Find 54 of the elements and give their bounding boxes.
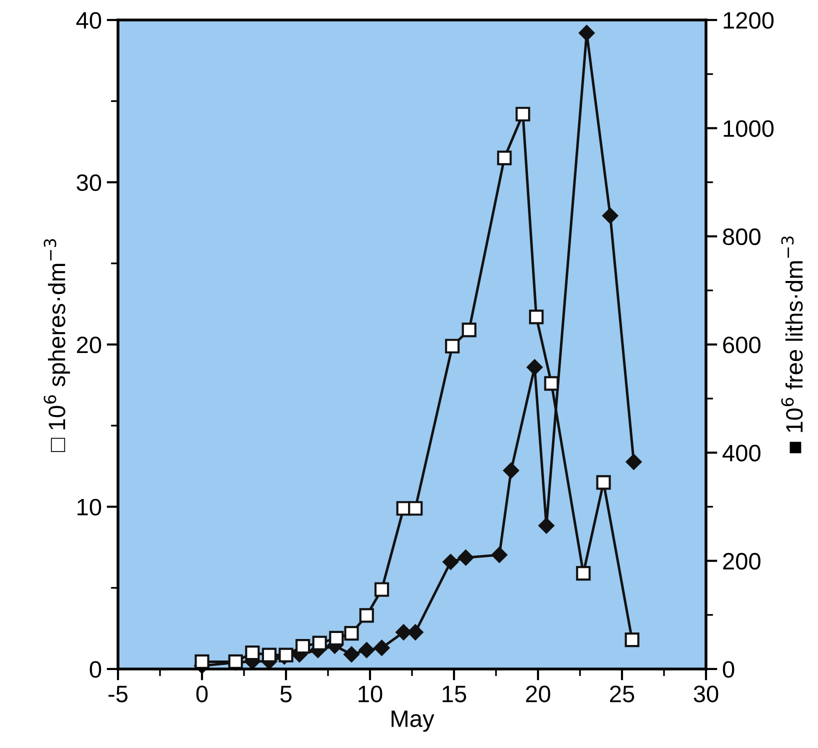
x-axis-title: May bbox=[392, 710, 434, 732]
y2-tick-label: 0 bbox=[722, 661, 734, 678]
point bbox=[544, 376, 559, 391]
y-tick-label: 30 bbox=[76, 174, 102, 192]
x-tick-label: 5 bbox=[280, 686, 292, 702]
x-tick-label: -5 bbox=[108, 686, 128, 702]
point bbox=[503, 462, 520, 478]
y2-tick-label: 800 bbox=[723, 228, 760, 246]
point bbox=[262, 648, 276, 662]
point bbox=[245, 645, 260, 660]
point bbox=[442, 554, 459, 570]
y2-tick-label: 400 bbox=[722, 444, 760, 462]
point bbox=[374, 582, 390, 597]
y2-tick-label: 200 bbox=[723, 552, 760, 570]
y-tick-label: 20 bbox=[76, 336, 102, 354]
point bbox=[359, 608, 374, 623]
point bbox=[329, 630, 344, 646]
point bbox=[458, 550, 474, 566]
point bbox=[538, 518, 554, 534]
point bbox=[602, 208, 618, 224]
x-tick-label: 30 bbox=[694, 686, 718, 702]
y2-tick-label: 1200 bbox=[724, 12, 774, 29]
point bbox=[529, 310, 544, 324]
point bbox=[516, 106, 530, 122]
x-tick-label: 20 bbox=[526, 686, 550, 702]
point bbox=[596, 475, 611, 490]
point bbox=[497, 150, 512, 166]
x-tick-label: 15 bbox=[442, 686, 466, 702]
point bbox=[576, 566, 591, 581]
point bbox=[296, 638, 310, 654]
y-axis-title: □ 10$^{6}$ spheres·dm$^{−3}$ bbox=[44, 239, 70, 452]
point bbox=[344, 646, 360, 662]
x-tick-label: 25 bbox=[610, 686, 634, 702]
x-tick-label: 0 bbox=[196, 686, 208, 702]
point bbox=[626, 454, 642, 470]
y-tick-label: 0 bbox=[90, 661, 102, 678]
point bbox=[374, 640, 390, 656]
y2-axis-title: ■ 10$^{6}$ free liths·dm$^{−3}$ bbox=[781, 236, 803, 454]
y2-tick-label: 1000 bbox=[724, 120, 774, 137]
point bbox=[491, 546, 508, 563]
point bbox=[578, 25, 595, 41]
point bbox=[408, 501, 423, 516]
y2-tick-label: 600 bbox=[723, 336, 760, 354]
point bbox=[445, 338, 460, 354]
point bbox=[462, 322, 476, 338]
point bbox=[526, 359, 543, 376]
point bbox=[312, 636, 327, 650]
x-tick-label: 10 bbox=[358, 686, 382, 702]
point bbox=[344, 626, 359, 641]
point bbox=[278, 648, 294, 662]
y-tick-label: 10 bbox=[78, 498, 102, 516]
y-tick-label: 40 bbox=[76, 12, 102, 29]
point bbox=[358, 642, 375, 658]
point bbox=[624, 632, 640, 648]
